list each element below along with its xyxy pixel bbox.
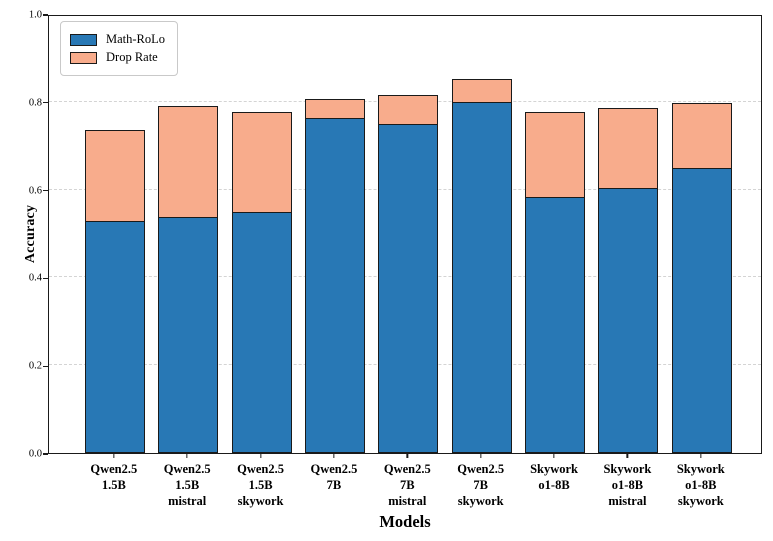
y-tick-mark: [43, 14, 48, 16]
bar-qwen2.5-1.5b: [84, 14, 145, 453]
plot-area: Math-RoLo Drop Rate: [48, 15, 762, 454]
y-tick-label-0.8: 0.8: [28, 97, 42, 109]
bar-skywork-o1-8b-skywork: [671, 14, 732, 453]
bar-qwen2.5-7b-skywork: [451, 14, 512, 453]
x-tick-mark: [259, 454, 262, 458]
x-category-label-qwen2.5-7b-skywork: Qwen2.5 7B skywork: [457, 462, 505, 508]
x-category-label-qwen2.5-7b: Qwen2.5 7B: [310, 462, 358, 492]
bar-segment-drop-rate: [598, 107, 659, 190]
bar-segment-math-rolo: [598, 187, 659, 453]
bar-segment-math-rolo: [158, 215, 219, 453]
legend: Math-RoLo Drop Rate: [60, 21, 179, 76]
legend-label: Drop Rate: [106, 50, 158, 64]
x-category-label-skywork-o1-8b: Skywork o1-8B: [530, 462, 579, 492]
x-tick-mark: [406, 454, 408, 458]
y-tick-mark: [43, 277, 48, 280]
bar-qwen2.5-1.5b-skywork: [231, 14, 292, 453]
bar-segment-drop-rate: [525, 112, 586, 198]
y-axis: 0.0 0.2 0.4 0.6 0.8 1.0: [0, 10, 48, 460]
y-tick-label-0.4: 0.4: [28, 272, 42, 284]
y-tick-label-0.0: 0.0: [28, 448, 42, 460]
bar-segment-drop-rate: [158, 105, 219, 218]
x-axis-title: Models: [379, 512, 431, 531]
x-category-label-qwen2.5-1.5b-mistral: Qwen2.5 1.5B mistral: [163, 462, 211, 508]
x-tick-mark: [626, 454, 629, 458]
x-category-label-qwen2.5-1.5b: Qwen2.5 1.5B: [90, 462, 138, 492]
y-tick-mark: [43, 453, 48, 455]
x-tick-mark: [700, 454, 702, 458]
y-tick-label-0.6: 0.6: [28, 185, 42, 197]
y-tick-mark: [43, 102, 48, 104]
x-category-label-qwen2.5-1.5b-skywork: Qwen2.5 1.5B skywork: [237, 462, 284, 508]
x-tick-mark: [186, 454, 188, 458]
bar-segment-drop-rate: [451, 79, 512, 104]
bar-segment-math-rolo: [378, 123, 439, 453]
bar-qwen2.5-7b-mistral: [378, 14, 439, 453]
bar-qwen2.5-1.5b-mistral: [158, 14, 219, 453]
x-tick-mark: [553, 454, 555, 458]
bar-segment-drop-rate: [671, 103, 732, 170]
bar-segment-math-rolo: [304, 117, 365, 453]
x-category-label-skywork-o1-8b-skywork: Skywork o1-8B skywork: [676, 462, 725, 508]
bar-skywork-o1-8b-mistral: [598, 14, 659, 453]
bar-segment-math-rolo: [451, 101, 512, 453]
bar-segment-drop-rate: [231, 112, 292, 214]
bar-segment-math-rolo: [84, 220, 145, 453]
legend-item-math-rolo: Math-RoLo: [70, 32, 165, 47]
bar-qwen2.5-7b: [304, 14, 365, 453]
y-tick-label-1.0: 1.0: [28, 9, 42, 21]
x-category-label-qwen2.5-7b-mistral: Qwen2.5 7B mistral: [383, 462, 431, 508]
y-tick-mark: [43, 365, 48, 367]
bar-segment-math-rolo: [671, 167, 732, 453]
bar-segment-drop-rate: [378, 94, 439, 126]
x-axis: Qwen2.5 1.5B Qwen2.5 1.5B mistral Qwen2.5 1.5B…: [48, 454, 762, 524]
bar-segment-math-rolo: [231, 211, 292, 453]
bar-skywork-o1-8b: [525, 14, 586, 453]
y-tick-label-0.2: 0.2: [28, 360, 42, 372]
bar-segment-drop-rate: [304, 99, 365, 119]
legend-color-patch: [70, 33, 97, 46]
bar-segment-drop-rate: [84, 129, 145, 222]
bar-segment-math-rolo: [525, 196, 586, 453]
x-category-label-skywork-o1-8b-mistral: Skywork o1-8B mistral: [603, 462, 652, 508]
x-tick-mark: [480, 454, 482, 458]
legend-item-drop-rate: Drop Rate: [70, 50, 165, 65]
y-tick-mark: [43, 189, 48, 192]
legend-label: Math-RoLo: [106, 32, 166, 46]
x-tick-mark: [333, 454, 335, 458]
legend-color-patch: [70, 51, 97, 64]
x-tick-mark: [113, 454, 115, 458]
